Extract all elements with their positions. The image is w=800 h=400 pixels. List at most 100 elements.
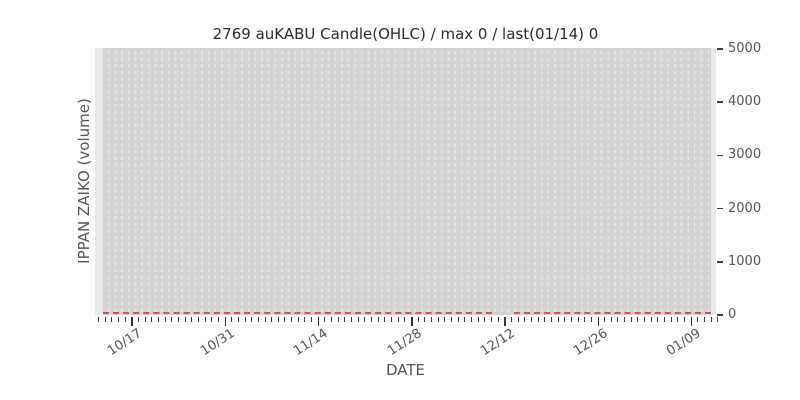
x-minor-tick: [450, 317, 452, 322]
x-axis-label: DATE: [385, 361, 426, 379]
x-minor-tick: [371, 317, 373, 322]
x-major-tick: [224, 317, 227, 326]
x-minor-tick: [577, 317, 579, 322]
x-minor-tick: [351, 317, 353, 322]
x-minor-tick: [397, 317, 399, 322]
y-tick: [717, 154, 723, 157]
x-minor-tick: [364, 317, 366, 322]
x-minor-tick: [304, 317, 306, 322]
x-minor-tick: [590, 317, 592, 322]
x-minor-tick: [384, 317, 386, 322]
y-tick-label: 2000: [728, 200, 762, 216]
x-minor-tick: [464, 317, 466, 322]
x-minor-tick: [111, 317, 113, 322]
y-axis-label: IPPAN ZAIKO (volume): [75, 98, 93, 264]
plot-area: [95, 48, 716, 315]
x-minor-tick: [657, 317, 659, 322]
x-minor-tick: [684, 317, 686, 322]
chart-title: 2769 auKABU Candle(OHLC) / max 0 / last(…: [212, 25, 599, 43]
x-minor-tick: [391, 317, 393, 322]
x-minor-tick: [624, 317, 626, 322]
x-minor-tick: [644, 317, 646, 322]
x-minor-tick: [211, 317, 213, 322]
x-minor-tick: [404, 317, 406, 322]
x-minor-tick: [417, 317, 419, 322]
x-minor-tick: [431, 317, 432, 322]
x-minor-tick: [237, 317, 239, 322]
x-minor-tick: [137, 317, 139, 322]
x-minor-tick: [104, 317, 106, 322]
x-minor-tick: [617, 317, 619, 322]
x-minor-tick: [544, 317, 546, 322]
y-tick: [717, 48, 723, 50]
x-minor-tick: [557, 317, 559, 322]
x-minor-tick: [604, 317, 606, 322]
x-minor-tick: [484, 317, 486, 322]
x-minor-tick: [670, 317, 672, 322]
x-minor-tick: [257, 317, 259, 322]
y-tick-label: 1000: [728, 253, 762, 269]
x-minor-tick: [98, 317, 99, 322]
x-tick-label: 01/09: [664, 326, 704, 359]
x-minor-tick: [217, 317, 219, 322]
x-minor-tick: [117, 317, 119, 322]
x-minor-tick: [164, 317, 166, 322]
x-minor-tick: [311, 317, 313, 322]
x-minor-tick: [271, 317, 273, 322]
x-minor-tick: [264, 317, 266, 322]
x-minor-tick: [284, 317, 286, 322]
x-minor-tick: [537, 317, 539, 322]
x-minor-tick: [530, 317, 532, 322]
x-minor-tick: [124, 317, 126, 322]
x-minor-tick: [610, 317, 612, 322]
x-major-tick: [411, 317, 413, 326]
x-minor-tick: [277, 317, 279, 322]
y-tick-label: 0: [728, 307, 737, 323]
x-minor-tick: [650, 317, 652, 322]
y-tick: [717, 261, 723, 263]
x-minor-tick: [331, 317, 333, 322]
x-major-tick: [690, 317, 693, 326]
x-minor-tick: [151, 317, 153, 322]
x-minor-tick: [637, 317, 639, 322]
x-minor-tick: [457, 317, 459, 322]
x-major-tick: [504, 317, 506, 326]
x-minor-tick: [204, 317, 206, 322]
x-minor-tick: [517, 317, 519, 322]
x-minor-tick: [297, 317, 299, 322]
y-tick: [717, 314, 723, 316]
x-tick-label: 11/14: [291, 326, 331, 359]
x-minor-tick: [191, 317, 193, 322]
y-tick: [717, 207, 723, 210]
x-minor-tick: [630, 317, 632, 322]
x-minor-tick: [697, 317, 699, 322]
x-minor-tick: [490, 317, 492, 322]
x-minor-tick: [524, 317, 526, 322]
x-minor-tick: [570, 317, 572, 322]
x-tick-label: 12/26: [571, 326, 611, 359]
x-tick-label: 10/31: [198, 326, 238, 359]
x-minor-tick: [177, 317, 179, 322]
x-minor-tick: [357, 317, 359, 322]
x-minor-tick: [324, 317, 326, 322]
grid-band: [103, 48, 711, 315]
x-minor-tick: [437, 317, 439, 322]
x-tick-label: 11/28: [384, 326, 425, 359]
x-minor-tick: [377, 317, 379, 322]
x-minor-tick: [171, 317, 173, 322]
x-minor-tick: [184, 317, 186, 322]
x-minor-tick: [710, 317, 712, 322]
x-major-tick: [317, 317, 320, 326]
x-minor-tick: [584, 317, 586, 322]
x-minor-tick: [444, 317, 446, 322]
y-tick-label: 4000: [728, 94, 762, 110]
x-minor-tick: [344, 317, 346, 322]
x-minor-tick: [470, 317, 472, 322]
x-minor-tick: [197, 317, 199, 322]
x-minor-tick: [510, 317, 512, 322]
y-tick-label: 5000: [728, 41, 762, 57]
zero-value-line-segment: [514, 312, 711, 314]
x-tick-label: 10/17: [104, 326, 145, 359]
x-minor-tick: [717, 317, 719, 322]
